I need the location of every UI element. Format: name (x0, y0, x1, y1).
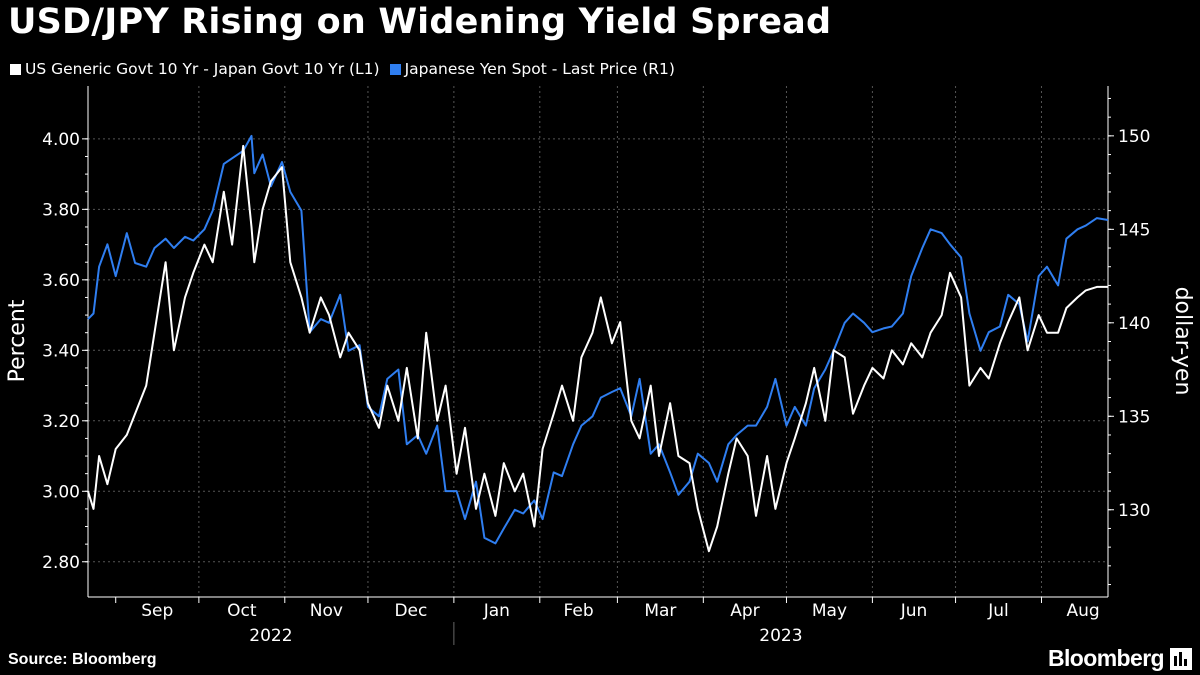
left-tick-label: 2.80 (42, 553, 80, 573)
month-label: Apr (730, 601, 759, 621)
month-label: Feb (564, 601, 594, 621)
month-label: May (812, 601, 847, 621)
month-label: Jun (900, 601, 928, 621)
month-label: Dec (394, 601, 427, 621)
left-axis-title: Percent (5, 299, 30, 382)
legend-label-spread: US Generic Govt 10 Yr - Japan Govt 10 Yr… (25, 60, 380, 78)
left-tick-label: 3.00 (42, 482, 80, 502)
month-label: Jul (987, 601, 1009, 621)
right-tick-label: 135 (1118, 407, 1150, 427)
series-line-yen (87, 134, 1109, 545)
right-tick-label: 145 (1118, 220, 1150, 240)
legend-item-spread: US Generic Govt 10 Yr - Japan Govt 10 Yr… (10, 60, 380, 78)
legend-label-yen: Japanese Yen Spot - Last Price (R1) (404, 60, 675, 78)
month-label: Jan (483, 601, 510, 621)
month-label: Aug (1066, 601, 1099, 621)
brand-name: Bloomberg (1048, 645, 1165, 671)
source-note: Source: Bloomberg (8, 651, 157, 668)
left-tick-label: 3.80 (42, 200, 80, 220)
brand-mark: Bloomberg (1048, 645, 1192, 672)
month-label: Mar (644, 601, 676, 621)
year-label: 2022 (249, 626, 292, 646)
month-label: Oct (227, 601, 257, 621)
left-tick-label: 3.60 (42, 271, 80, 291)
year-label: 2023 (759, 626, 802, 646)
legend: US Generic Govt 10 Yr - Japan Govt 10 Yr… (10, 60, 685, 78)
right-axis-title: dollar-yen (1170, 287, 1195, 396)
legend-item-yen: Japanese Yen Spot - Last Price (R1) (389, 60, 675, 78)
right-tick-label: 140 (1118, 314, 1150, 334)
legend-swatch-white (10, 63, 21, 75)
chart-title: USD/JPY Rising on Widening Yield Spread (8, 2, 832, 42)
right-tick-label: 150 (1118, 127, 1150, 147)
legend-swatch-blue (389, 63, 401, 75)
month-label: Sep (141, 601, 173, 621)
left-tick-label: 4.00 (42, 130, 80, 150)
right-tick-label: 130 (1118, 501, 1150, 521)
bloomberg-bars-icon (1170, 647, 1192, 670)
left-tick-label: 3.20 (42, 412, 80, 432)
series-line-spread (87, 144, 1108, 553)
left-tick-label: 3.40 (42, 341, 80, 361)
month-label: Nov (310, 601, 343, 621)
